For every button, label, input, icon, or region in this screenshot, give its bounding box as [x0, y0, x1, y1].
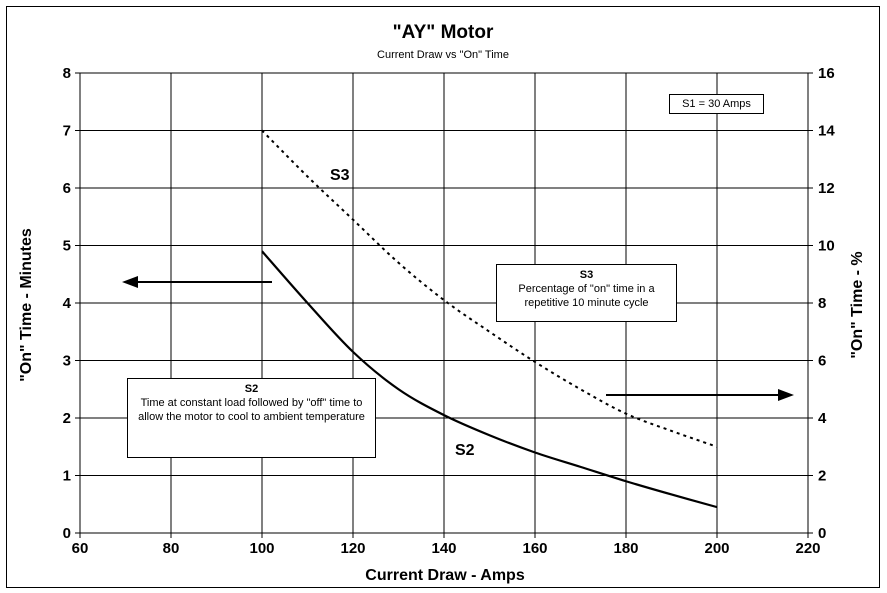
s2-note-text: Time at constant load followed by "off" …: [138, 397, 365, 423]
series-line-s2: [261, 250, 718, 509]
y-right-tick-label: 8: [818, 295, 826, 312]
y-ticks-left: 0 1 2 3 4 5 6 7 8: [63, 65, 80, 542]
y-left-tick-label: 5: [63, 238, 71, 255]
y-right-tick-label: 16: [818, 65, 835, 82]
y-left-tick-label: 1: [63, 468, 71, 485]
y-right-tick-label: 0: [818, 525, 826, 542]
y-right-tick-label: 2: [818, 468, 826, 485]
x-tick-label: 200: [704, 540, 729, 557]
grid: [79, 72, 809, 534]
y-axis-right-label: "On" Time - %: [849, 251, 866, 358]
y-left-tick-label: 3: [63, 353, 71, 370]
x-tick-label: 140: [431, 540, 456, 557]
x-axis-label: Current Draw - Amps: [365, 567, 525, 584]
y-right-tick-label: 10: [818, 238, 835, 255]
s1-box-text: S1 = 30 Amps: [682, 98, 751, 110]
s3-note-text: Percentage of "on" time in a repetitive …: [518, 283, 655, 309]
x-tick-label: 120: [340, 540, 365, 557]
series-line-s3: [261, 129, 718, 448]
s1-box: S1 = 30 Amps: [669, 94, 764, 114]
x-ticks: 60 80 100 120 140 160 180 200 220: [72, 533, 821, 557]
y-right-tick-label: 6: [818, 353, 826, 370]
y-right-tick-label: 4: [818, 410, 827, 427]
right-arrow: [606, 389, 794, 401]
y-left-tick-label: 4: [63, 295, 72, 312]
chart-title: "AY" Motor: [393, 22, 494, 43]
y-left-tick-label: 7: [63, 123, 71, 140]
y-right-tick-label: 14: [818, 123, 835, 140]
x-tick-label: 180: [613, 540, 638, 557]
chart-frame: [6, 6, 880, 588]
chart-subtitle: Current Draw vs "On" Time: [377, 49, 509, 61]
x-tick-label: 100: [249, 540, 274, 557]
x-tick-label: 80: [163, 540, 180, 557]
y-left-tick-label: 6: [63, 180, 71, 197]
y-left-tick-label: 0: [63, 525, 71, 542]
s3-curve-label: S3: [330, 167, 350, 184]
y-left-tick-label: 8: [63, 65, 71, 82]
y-left-tick-label: 2: [63, 410, 71, 427]
s3-note-title: S3: [579, 269, 594, 281]
x-tick-label: 220: [795, 540, 820, 557]
s2-curve-label: S2: [455, 442, 475, 459]
left-arrow: [122, 276, 272, 288]
s2-note-title: S2: [244, 383, 259, 395]
y-ticks-right: 0 2 4 6 8 10 12 14 16: [808, 65, 835, 542]
x-tick-label: 60: [72, 540, 89, 557]
y-right-tick-label: 12: [818, 180, 835, 197]
series-lines: [261, 129, 718, 509]
x-tick-label: 160: [522, 540, 547, 557]
s3-note: S3 Percentage of "on" time in a repetiti…: [496, 264, 677, 322]
y-axis-left-label: "On" Time - Minutes: [18, 228, 35, 382]
s2-note: S2 Time at constant load followed by "of…: [127, 378, 376, 458]
